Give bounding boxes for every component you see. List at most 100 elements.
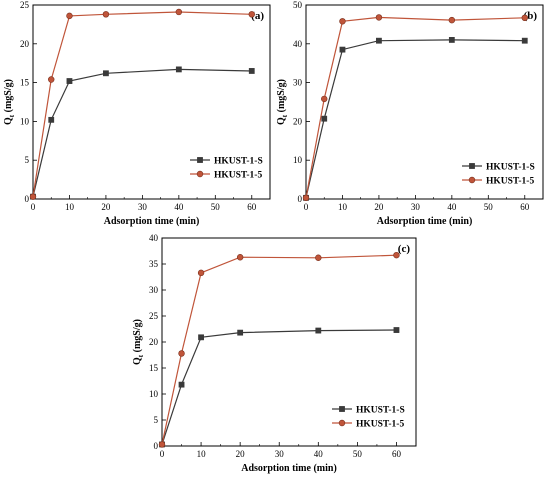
x-tick-label: 30 [138,202,148,212]
x-tick-label: 0 [304,202,309,212]
x-tick-label: 20 [101,202,111,212]
plot-frame [32,4,271,200]
x-tick-label: 60 [247,202,257,212]
x-axis-label: Adsorption time (min) [241,463,337,474]
x-tick-label: 30 [275,449,285,459]
y-axis-label-unit: (mgS/g) [132,319,143,355]
legend-label: HKUST-1-5 [486,177,534,187]
data-point-hkust-1-5 [321,95,328,103]
data-point-hkust-1-s [66,78,73,84]
chart-panel-a: 0 10 20 30 40 50 60 0 5 10 15 20 25 Adsorption time (… [3,0,271,227]
x-axis-label: Adsorption time (min) [377,216,473,227]
legend-marker [196,170,204,178]
x-tick-label: 20 [236,449,246,459]
data-point-hkust-1-5 [197,269,205,277]
series-line-hkust-1-s [161,329,397,445]
series-line-hkust-1-5 [32,11,252,197]
series-line-hkust-1-5 [305,16,525,198]
data-point-hkust-1-5 [102,11,110,18]
data-point-hkust-1-5 [248,11,255,18]
legend-marker [469,163,475,169]
data-point-hkust-1-s [376,37,382,44]
data-point-hkust-1-s [315,327,322,334]
x-tick-label: 20 [374,202,384,212]
y-tick-label: 50 [293,0,303,10]
x-tick-label: 10 [197,449,207,459]
chart-panel-b: 0 10 20 30 40 50 60 0 10 20 30 40 50 Adsorption time … [276,0,544,227]
series-line-hkust-1-5 [161,254,397,445]
data-point-hkust-1-s [321,115,328,122]
y-axis-label: Qt (mgS/g) [276,79,289,125]
panel-label: (c) [398,243,411,255]
data-point-hkust-1-5 [66,12,73,20]
y-tick-label: 15 [20,78,30,88]
data-point-hkust-1-5 [29,193,37,200]
y-axis-label: Qt (mgS/g) [132,319,145,365]
data-point-hkust-1-s [178,381,185,388]
x-tick-label: 60 [392,449,402,459]
data-point-hkust-1-5 [178,350,185,357]
y-tick-label: 0 [154,441,159,451]
y-tick-label: 30 [293,78,303,88]
data-point-hkust-1-5 [339,18,346,25]
y-axis-label-main: Q [3,117,14,125]
y-axis-label-unit: (mgS/g) [3,79,14,115]
y-axis-label-sub: t [8,114,16,117]
data-point-hkust-1-s [248,68,255,74]
y-tick-label: 15 [149,363,159,373]
data-point-hkust-1-s [103,70,109,77]
y-tick-label: 0 [298,194,303,204]
data-point-hkust-1-s [198,334,204,341]
data-point-hkust-1-s [175,66,182,73]
x-tick-label: 40 [314,449,324,459]
legend-label: HKUST-1-S [486,163,535,173]
data-point-hkust-1-s [48,116,55,123]
y-tick-label: 5 [25,155,30,165]
x-tick-label: 60 [520,202,530,212]
chart-panel-c: 0 10 20 30 40 50 60 0 5 10 15 20 25 30 35 40 Adsorption … [132,233,417,474]
legend-label: HKUST-1-S [356,406,405,416]
y-axis-label-main: Q [132,357,143,365]
y-tick-label: 35 [149,259,159,269]
legend-marker [338,419,346,427]
data-point-hkust-1-5 [521,14,528,22]
y-tick-label: 10 [20,116,30,126]
x-tick-label: 50 [484,202,494,212]
data-point-hkust-1-s [521,37,528,44]
data-point-hkust-1-s [448,37,455,43]
y-tick-label: 20 [293,116,303,126]
y-tick-label: 10 [149,389,159,399]
y-axis-label-sub: t [137,354,145,357]
x-tick-label: 10 [65,202,75,212]
y-axis-label-main: Q [276,117,287,125]
y-tick-label: 25 [149,311,159,321]
y-tick-label: 30 [149,285,159,295]
data-point-hkust-1-5 [375,14,383,21]
data-point-hkust-1-s [237,329,244,336]
y-tick-label: 25 [20,0,30,10]
data-point-hkust-1-5 [315,254,322,261]
legend-marker [197,157,203,163]
x-tick-label: 0 [31,202,36,212]
data-point-hkust-1-s [393,327,400,333]
y-tick-label: 20 [149,337,159,347]
legend-label: HKUST-1-5 [356,420,404,430]
y-tick-label: 5 [154,415,159,425]
legend-label: HKUST-1-5 [214,171,262,181]
series-line-hkust-1-s [32,68,252,197]
legend-marker [339,406,345,412]
y-tick-label: 20 [20,39,30,49]
plot-frame [305,4,544,200]
data-point-hkust-1-5 [158,441,166,448]
y-axis-label: Qt (mgS/g) [3,79,16,125]
data-point-hkust-1-5 [236,254,244,261]
y-tick-label: 40 [149,233,159,243]
data-point-hkust-1-5 [393,251,400,259]
y-tick-label: 10 [293,155,303,165]
y-axis-label-sub: t [281,114,289,117]
x-tick-label: 30 [411,202,421,212]
y-tick-label: 0 [25,194,30,204]
y-tick-label: 40 [293,39,303,49]
x-tick-label: 40 [174,202,184,212]
series-line-hkust-1-s [305,39,525,198]
